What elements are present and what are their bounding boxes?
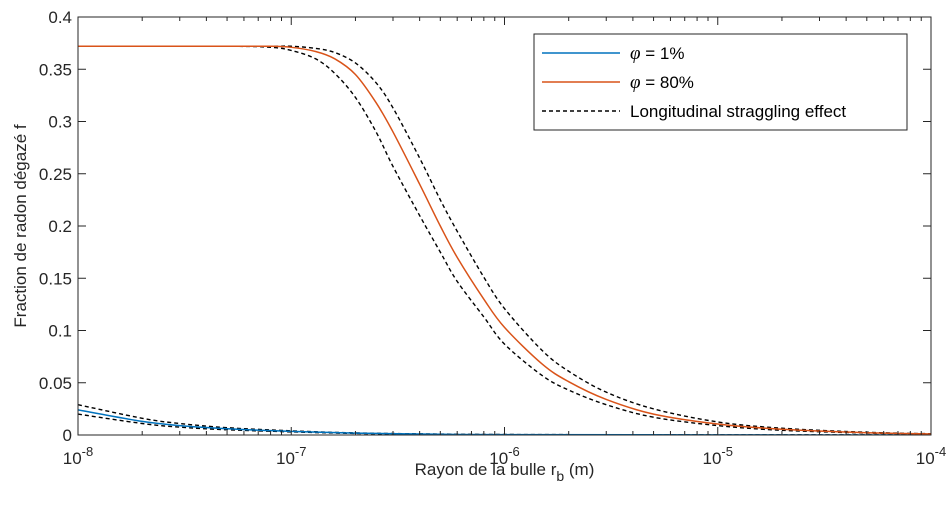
x-axis-label: Rayon de la bulle rb (m) bbox=[415, 460, 595, 484]
y-axis-label: Fraction de radon dégazé f bbox=[11, 124, 30, 327]
x-tick-label: 10-6 bbox=[489, 444, 519, 468]
y-tick-label: 0.2 bbox=[48, 217, 72, 236]
y-tick-label: 0.1 bbox=[48, 322, 72, 341]
series-line-2 bbox=[78, 413, 931, 435]
series-line-3 bbox=[78, 45, 931, 435]
y-tick-label: 0.3 bbox=[48, 113, 72, 132]
labels-layer: Rayon de la bulle rb (m) Fraction de rad… bbox=[11, 124, 594, 484]
legend-label: φ = 80% bbox=[630, 72, 694, 93]
x-tick-label: 10-7 bbox=[276, 444, 306, 468]
y-tick-label: 0 bbox=[63, 426, 72, 445]
plot-area: 0 0.05 0.1 0.15 0.2 0.25 0.3 0.35 0.4 10-8 10-7 10-… bbox=[39, 8, 946, 468]
legend-label: φ = 1% bbox=[630, 43, 684, 64]
legend-label: Longitudinal straggling effect bbox=[630, 102, 846, 121]
x-tick-label: 10-5 bbox=[703, 444, 733, 468]
series-line-5 bbox=[78, 45, 931, 435]
x-tick-label: 10-8 bbox=[63, 444, 93, 468]
y-tick-label: 0.25 bbox=[39, 165, 72, 184]
series-line-4 bbox=[78, 45, 931, 435]
y-tick-label: 0.15 bbox=[39, 269, 72, 288]
y-tick-label: 0.35 bbox=[39, 60, 72, 79]
y-tick-label: 0.05 bbox=[39, 374, 72, 393]
x-tick-label: 10-4 bbox=[916, 444, 946, 468]
axes-layer: 0 0.05 0.1 0.15 0.2 0.25 0.3 0.35 0.4 10-8 10-7 10-… bbox=[39, 8, 946, 468]
legend: φ = 1% φ = 80% Longitudinal straggling eff… bbox=[533, 33, 908, 131]
y-tick-label: 0.4 bbox=[48, 8, 72, 27]
